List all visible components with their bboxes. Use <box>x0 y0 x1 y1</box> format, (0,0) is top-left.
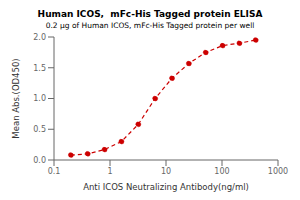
svg-text:2.0: 2.0 <box>33 33 46 42</box>
svg-text:0.5: 0.5 <box>33 125 46 134</box>
html-text:Human ICOS, mFc-His Tagged pro: Human ICOS, mFc-His Tagged protein ELISA <box>37 9 263 19</box>
svg-text:100: 100 <box>214 167 229 176</box>
svg-text:1000: 1000 <box>268 167 288 176</box>
svg-text:Mean Abs.(OD450): Mean Abs.(OD450) <box>11 58 21 138</box>
svg-text:0.0: 0.0 <box>33 156 46 165</box>
svg-text:1.5: 1.5 <box>33 64 46 73</box>
html-text:0.2 μg of Human ICOS, mFc-His: 0.2 μg of Human ICOS, mFc-His Tagged pro… <box>45 21 255 30</box>
svg-text:1.0: 1.0 <box>33 94 46 103</box>
svg-text:0.1: 0.1 <box>48 167 61 176</box>
svg-text:Anti ICOS Neutralizing Antibod: Anti ICOS Neutralizing Antibody(ng/ml) <box>83 182 249 192</box>
svg-text:10: 10 <box>161 167 171 176</box>
svg-text:1: 1 <box>107 167 112 176</box>
